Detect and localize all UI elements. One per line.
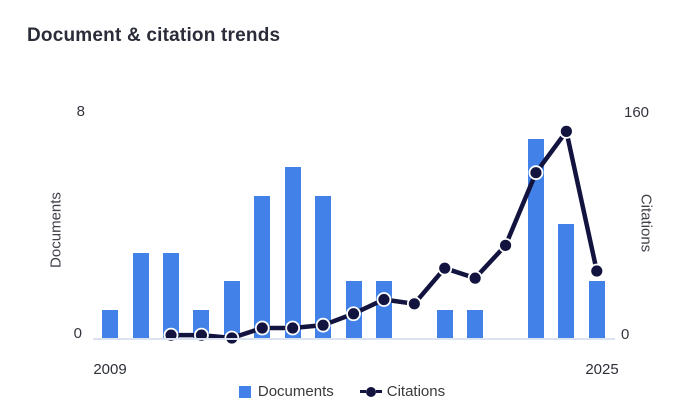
legend-citations-label: Citations	[386, 383, 446, 400]
citations-point-2023[interactable]	[528, 165, 544, 181]
citations-point-2018[interactable]	[376, 292, 392, 307]
legend-item-citations[interactable]: Citations	[359, 383, 446, 400]
citations-point-2021[interactable]	[467, 270, 483, 286]
plot-area	[95, 110, 612, 346]
bar-2020[interactable]	[436, 309, 453, 338]
legend-documents-label: Documents	[257, 383, 334, 400]
legend: Documents Citations	[0, 383, 684, 400]
citations-point-2015[interactable]	[285, 320, 301, 336]
citations-point-2024[interactable]	[558, 123, 574, 139]
bar-2025[interactable]	[588, 281, 605, 338]
bar-2009[interactable]	[102, 309, 119, 338]
bar-2011[interactable]	[163, 252, 180, 338]
citations-point-2019[interactable]	[406, 296, 422, 312]
left-axis-max-tick: 8	[76, 103, 85, 120]
x-axis-last-label: 2025	[585, 361, 619, 378]
bar-2024[interactable]	[558, 224, 575, 338]
right-axis-title: Citations	[637, 193, 655, 253]
bar-2021[interactable]	[467, 309, 484, 338]
bar-2016[interactable]	[315, 195, 332, 338]
legend-item-documents[interactable]: Documents	[238, 383, 334, 400]
citations-point-2025[interactable]	[589, 263, 605, 279]
citations-point-2022[interactable]	[498, 237, 513, 253]
citations-point-2017[interactable]	[346, 306, 361, 322]
documents-swatch-icon	[238, 385, 251, 398]
citations-point-2014[interactable]	[254, 320, 270, 336]
citations-line-layer	[163, 123, 605, 346]
citations-line	[171, 129, 599, 341]
x-axis-baseline	[93, 338, 615, 340]
bar-2013[interactable]	[223, 281, 240, 338]
left-axis-title: Documents	[47, 192, 65, 268]
chart-title: Document & citation trends	[27, 25, 281, 46]
right-axis-max-tick: 160	[624, 104, 650, 121]
bar-2010[interactable]	[132, 252, 149, 338]
citations-point-2016[interactable]	[315, 317, 331, 333]
x-axis-first-label: 2009	[93, 361, 127, 378]
left-axis-min-tick: 0	[73, 325, 82, 342]
right-axis-min-tick: 0	[621, 326, 630, 343]
citations-line-marker-icon	[359, 386, 382, 397]
bar-2015[interactable]	[284, 167, 301, 338]
citations-point-2020[interactable]	[437, 260, 453, 276]
bar-2014[interactable]	[254, 195, 271, 338]
bar-2023[interactable]	[527, 138, 544, 338]
